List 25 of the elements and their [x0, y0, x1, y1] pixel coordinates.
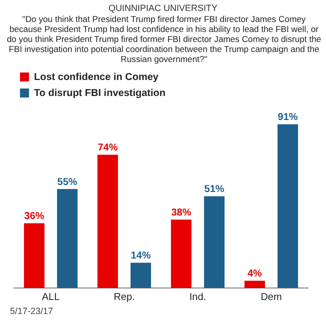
legend-label: To disrupt FBI investigation: [34, 88, 166, 99]
data-label: 38%: [171, 207, 192, 218]
data-label: 91%: [278, 112, 298, 123]
chart-subtitle: "Do you think that President Trump fired former FBI director James Comey because President Trump had lost confidence in his ability to lead the FBI well, or do you think President Trump fired former FBI director James Comey to disrupt the FBI investigation into potential coordination between the Trump campaign and the Russian government?": [6, 14, 322, 64]
x-tick-label: ALL: [42, 292, 60, 303]
bar: [24, 223, 44, 288]
bar: [170, 220, 192, 288]
data-label: 14%: [130, 250, 151, 262]
data-label: 55%: [57, 176, 78, 188]
x-tick-label: Ind.: [189, 292, 206, 303]
x-tick-label: Rep.: [114, 292, 135, 303]
bar: [97, 154, 118, 288]
x-tick-label: Dem: [260, 292, 282, 303]
data-label: 74%: [98, 142, 118, 154]
data-label: 4%: [247, 268, 262, 280]
data-label: 36%: [24, 210, 44, 222]
bar: [244, 280, 265, 288]
bar: [278, 124, 298, 288]
bar: [204, 196, 225, 288]
data-label: 51%: [204, 184, 224, 195]
text: 5/17-23/17: [10, 306, 54, 316]
bar: [57, 189, 78, 288]
chart-title: QUINNIPIAC UNIVERSITY: [107, 3, 218, 13]
legend-label: Lost confidence in Comey: [34, 72, 159, 83]
bar: [130, 262, 152, 288]
